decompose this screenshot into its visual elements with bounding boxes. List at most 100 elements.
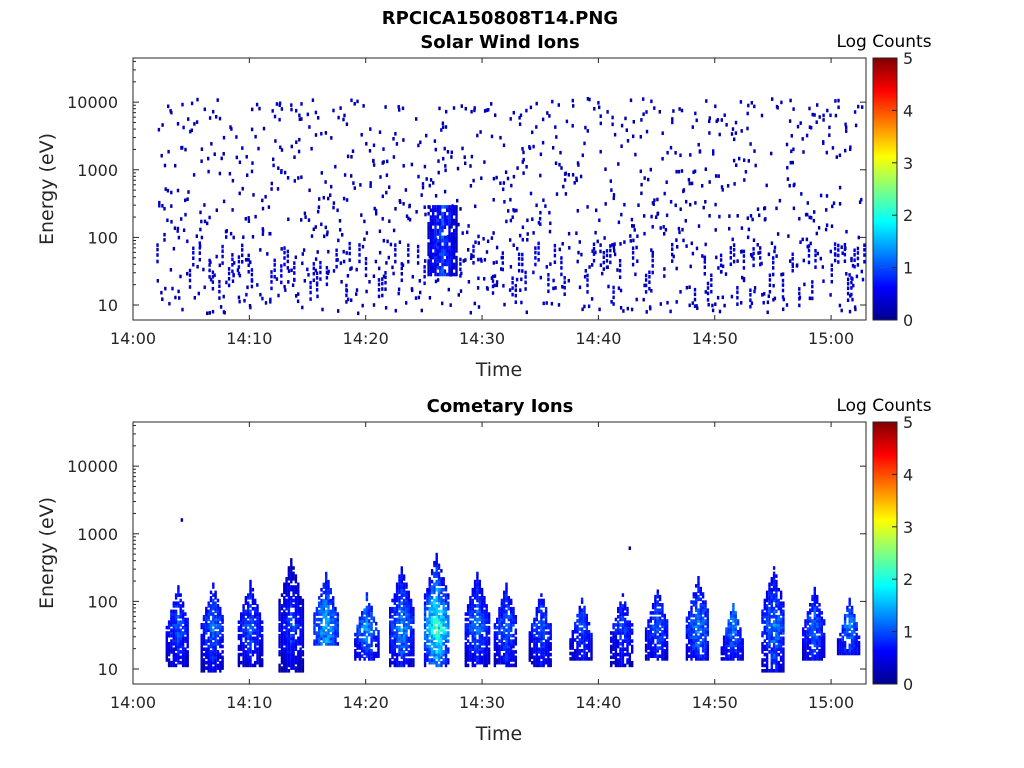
heatmap-cell [533, 663, 536, 668]
heatmap-cell [420, 193, 423, 197]
heatmap-cell [656, 589, 659, 594]
heatmap-cell [423, 658, 427, 662]
heatmap-cell [342, 196, 346, 201]
heatmap-cell [746, 216, 749, 220]
heatmap-cell [285, 660, 288, 665]
heatmap-cell [645, 310, 648, 314]
heatmap-cell [853, 305, 857, 309]
heatmap-cell [280, 107, 284, 111]
heatmap-cell [257, 146, 260, 151]
heatmap-cell [334, 612, 337, 616]
heatmap-cell [200, 235, 204, 240]
heatmap-cell [701, 632, 705, 637]
heatmap-cell [544, 625, 548, 630]
heatmap-cell [689, 153, 692, 157]
heatmap-cell [221, 628, 224, 632]
heatmap-cell [682, 188, 686, 192]
heatmap-cell [407, 253, 410, 257]
heatmap-cell [837, 248, 840, 252]
heatmap-cell [354, 632, 357, 637]
heatmap-cell [645, 129, 649, 134]
heatmap-cell [753, 149, 756, 153]
heatmap-cell [427, 225, 430, 229]
heatmap-cell [427, 259, 430, 263]
heatmap-cell [332, 601, 335, 606]
heatmap-cell [609, 179, 612, 183]
heatmap-cell [285, 579, 288, 584]
heatmap-cell [704, 242, 707, 247]
heatmap-cell [322, 195, 325, 200]
heatmap-cell [318, 631, 321, 635]
heatmap-cell [256, 606, 259, 611]
heatmap-cell [326, 230, 329, 234]
heatmap-cell [294, 644, 298, 649]
heatmap-cell [423, 660, 427, 665]
heatmap-cell [725, 643, 728, 648]
heatmap-cell [701, 621, 705, 626]
heatmap-cell [514, 663, 517, 668]
heatmap-cell [437, 617, 441, 622]
heatmap-cell [768, 636, 771, 641]
heatmap-cell [507, 625, 510, 630]
heatmap-cell [492, 261, 495, 265]
heatmap-cell [512, 655, 515, 660]
heatmap-cell [287, 628, 291, 632]
heatmap-cell [532, 144, 535, 149]
heatmap-cell [701, 254, 704, 258]
heatmap-cell [287, 601, 291, 605]
heatmap-cell [392, 155, 396, 159]
heatmap-cell [287, 623, 291, 627]
heatmap-cell [365, 646, 369, 650]
heatmap-cell [849, 145, 852, 149]
heatmap-cell [471, 663, 474, 668]
heatmap-cell [578, 632, 581, 637]
heatmap-cell [505, 604, 508, 608]
heatmap-cell [690, 630, 693, 634]
heatmap-cell [487, 642, 491, 646]
heatmap-cell [209, 650, 213, 654]
heatmap-cell [200, 642, 203, 646]
heatmap-cell [498, 631, 501, 635]
heatmap-cell [503, 628, 506, 633]
heatmap-cell [464, 258, 467, 262]
heatmap-cell [661, 613, 664, 618]
heatmap-cell [863, 253, 866, 257]
heatmap-cell [768, 614, 771, 619]
heatmap-cell [576, 161, 580, 165]
heatmap-cell [450, 235, 453, 240]
heatmap-cell [692, 635, 695, 640]
heatmap-cell [354, 640, 357, 645]
heatmap-cell [539, 222, 542, 226]
heatmap-cell [505, 598, 508, 603]
heatmap-cell [334, 634, 337, 638]
heatmap-cell [299, 628, 302, 632]
heatmap-cell [177, 658, 180, 662]
heatmap-cell [254, 620, 257, 624]
heatmap-cell [493, 655, 497, 660]
heatmap-cell [729, 635, 733, 640]
heatmap-cell [651, 225, 654, 229]
heatmap-cell [442, 612, 445, 616]
heatmap-cell [311, 98, 315, 102]
heatmap-cell [483, 615, 486, 619]
heatmap-cell [261, 228, 265, 233]
heatmap-cell [542, 598, 545, 603]
heatmap-cell [207, 669, 210, 673]
heatmap-cell [332, 620, 335, 625]
heatmap-cell [825, 208, 828, 212]
heatmap-cell [727, 619, 730, 623]
heatmap-cell [654, 594, 657, 599]
heatmap-cell [294, 587, 298, 592]
heatmap-cell [334, 631, 337, 635]
heatmap-cell [439, 222, 442, 226]
heatmap-cell [208, 258, 211, 263]
heatmap-cell [285, 598, 288, 603]
heatmap-cell [436, 228, 440, 233]
heatmap-cell [174, 593, 178, 597]
heatmap-cell [430, 596, 434, 600]
heatmap-cell [503, 636, 506, 641]
heatmap-cell [212, 582, 215, 587]
heatmap-cell [430, 606, 434, 611]
heatmap-cell [370, 635, 373, 640]
heatmap-cell [483, 647, 486, 651]
